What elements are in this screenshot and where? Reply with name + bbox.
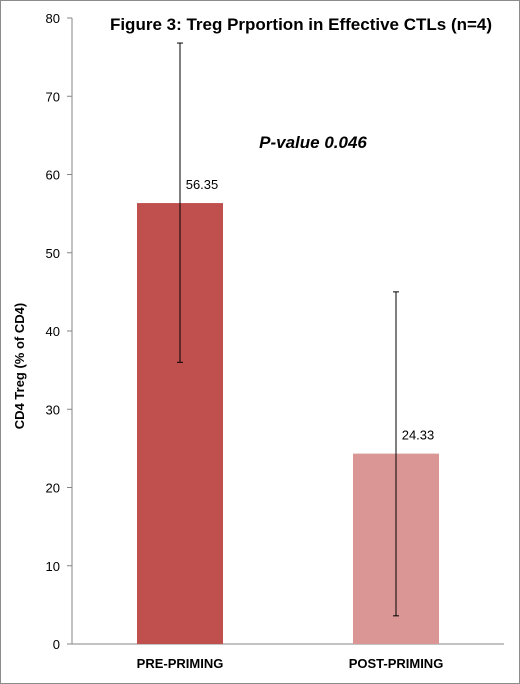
category-label: POST-PRIMING [349, 656, 444, 671]
y-tick-label: 80 [46, 11, 60, 26]
category-label: PRE-PRIMING [137, 656, 224, 671]
y-tick-label: 40 [46, 324, 60, 339]
error-bars [177, 42, 399, 617]
y-tick-label: 20 [46, 481, 60, 496]
data-label: 24.33 [402, 428, 435, 443]
category-labels: PRE-PRIMING POST-PRIMING [137, 656, 444, 671]
y-tick-label: 60 [46, 168, 60, 183]
y-ticks: 0 10 20 30 40 50 60 70 80 [46, 11, 72, 652]
bars [137, 203, 439, 644]
y-axis-label: CD4 Treg (% of CD4) [12, 303, 27, 429]
chart-title: Figure 3: Treg Prportion in Effective CT… [110, 15, 492, 34]
data-label: 56.35 [186, 177, 219, 192]
y-tick-label: 50 [46, 246, 60, 261]
y-tick-label: 0 [53, 637, 60, 652]
y-tick-label: 10 [46, 559, 60, 574]
data-labels: 56.35 24.33 [186, 177, 435, 443]
y-tick-label: 70 [46, 89, 60, 104]
p-value-annotation: P-value 0.046 [259, 133, 367, 152]
y-tick-label: 30 [46, 402, 60, 417]
